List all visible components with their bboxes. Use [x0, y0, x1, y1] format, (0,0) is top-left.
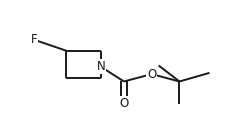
Text: O: O	[119, 97, 128, 110]
Text: O: O	[147, 68, 156, 81]
Text: F: F	[30, 33, 37, 46]
Text: N: N	[96, 60, 105, 73]
